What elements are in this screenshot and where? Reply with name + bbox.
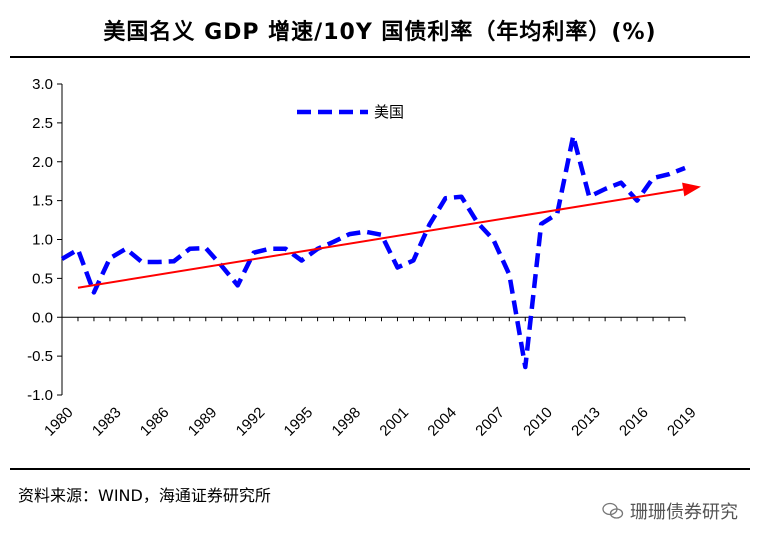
x-tick-label: 1989 [185, 404, 221, 440]
x-tick-label: 1983 [89, 404, 125, 440]
bottom-rule [10, 468, 750, 470]
series-layer [60, 133, 701, 370]
y-tick-label: 2.0 [32, 154, 53, 171]
x-tick-label: 2007 [472, 404, 508, 440]
watermark: 珊珊债券研究 [602, 498, 738, 524]
wechat-icon [602, 502, 624, 519]
x-tick-label: 1995 [281, 404, 317, 440]
y-tick-labels: 3.0 2.5 2.0 1.5 1.0 0.5 0.0 -0.5 -1.0 [27, 76, 53, 404]
x-tick-label: 2016 [616, 404, 652, 440]
x-tick-label: 2010 [520, 404, 556, 440]
x-tick-label: 1980 [41, 404, 77, 440]
y-tick-label: 0.0 [32, 309, 53, 326]
y-tick-label: -0.5 [27, 348, 53, 365]
y-tick-label: 1.5 [32, 193, 53, 210]
source-note: 资料来源：WIND，海通证券研究所 [18, 486, 271, 505]
y-tick-label: 3.0 [32, 76, 53, 93]
x-tick-label: 2019 [664, 404, 700, 440]
y-tick-label: -1.0 [27, 387, 53, 404]
x-tick-label: 1998 [329, 404, 365, 440]
trend-line [77, 188, 684, 289]
trend-arrowhead [682, 182, 701, 197]
line-chart: 3.02.52.01.51.00.50.0-0.5-1.0 1980 1983 19… [27, 76, 701, 440]
x-tick-label: 2004 [424, 404, 460, 440]
x-tick-label: 1986 [137, 404, 173, 440]
y-tick-label: 0.5 [32, 270, 53, 287]
y-tick-label: 1.0 [32, 232, 53, 249]
legend: 美国 [297, 103, 404, 121]
x-tick-label: 2013 [568, 404, 604, 440]
x-tick-label: 2001 [376, 404, 412, 440]
legend-label-us: 美国 [374, 103, 404, 121]
x-tick-label: 1992 [233, 404, 269, 440]
axes [57, 83, 686, 396]
series-line-us [60, 133, 686, 370]
top-rule [10, 56, 750, 58]
x-tick-labels: 1980 1983 1986 1989 1992 1995 1998 2001 2004 2007… [41, 404, 700, 440]
watermark-text: 珊珊债券研究 [630, 502, 738, 523]
chart-title: 美国名义 GDP 增速/10Y 国债利率（年均利率）(%) [103, 20, 657, 45]
y-tick-label: 2.5 [32, 115, 53, 132]
